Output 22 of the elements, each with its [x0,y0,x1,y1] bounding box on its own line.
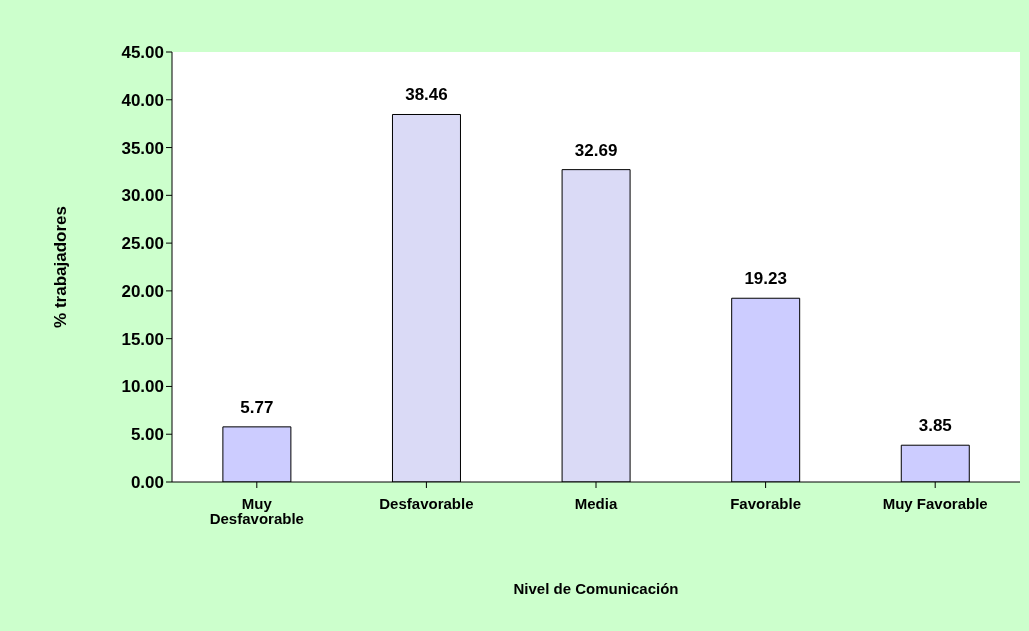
y-axis-title: % trabajadores [51,206,71,328]
data-label: 32.69 [574,140,618,160]
x-tick-label: Muy Desfavorable [209,494,304,527]
x-axis-title: Nivel de Comunicación [513,580,679,597]
y-tick-label: 5.00 [130,425,164,445]
data-label: 38.46 [405,85,448,105]
data-label: 3.85 [918,416,952,436]
y-tick-label: 40.00 [121,90,164,110]
x-tick-label: Desfavorable [379,494,474,512]
y-tick-label: 45.00 [121,43,164,63]
data-label: 5.77 [240,397,274,417]
y-tick-label: 30.00 [121,186,164,206]
y-tick-label: 15.00 [121,329,164,349]
y-tick-label: 10.00 [121,377,164,397]
y-tick-label: 35.00 [121,138,164,158]
y-tick-label: 20.00 [121,281,164,301]
y-tick-label: 25.00 [121,234,164,254]
x-tick-label: Muy Favorable [882,494,988,512]
data-label: 19.23 [744,269,787,289]
x-tick-label: Media [574,494,618,512]
y-tick-label: 0.00 [130,473,164,493]
x-tick-label: Favorable [730,494,802,512]
